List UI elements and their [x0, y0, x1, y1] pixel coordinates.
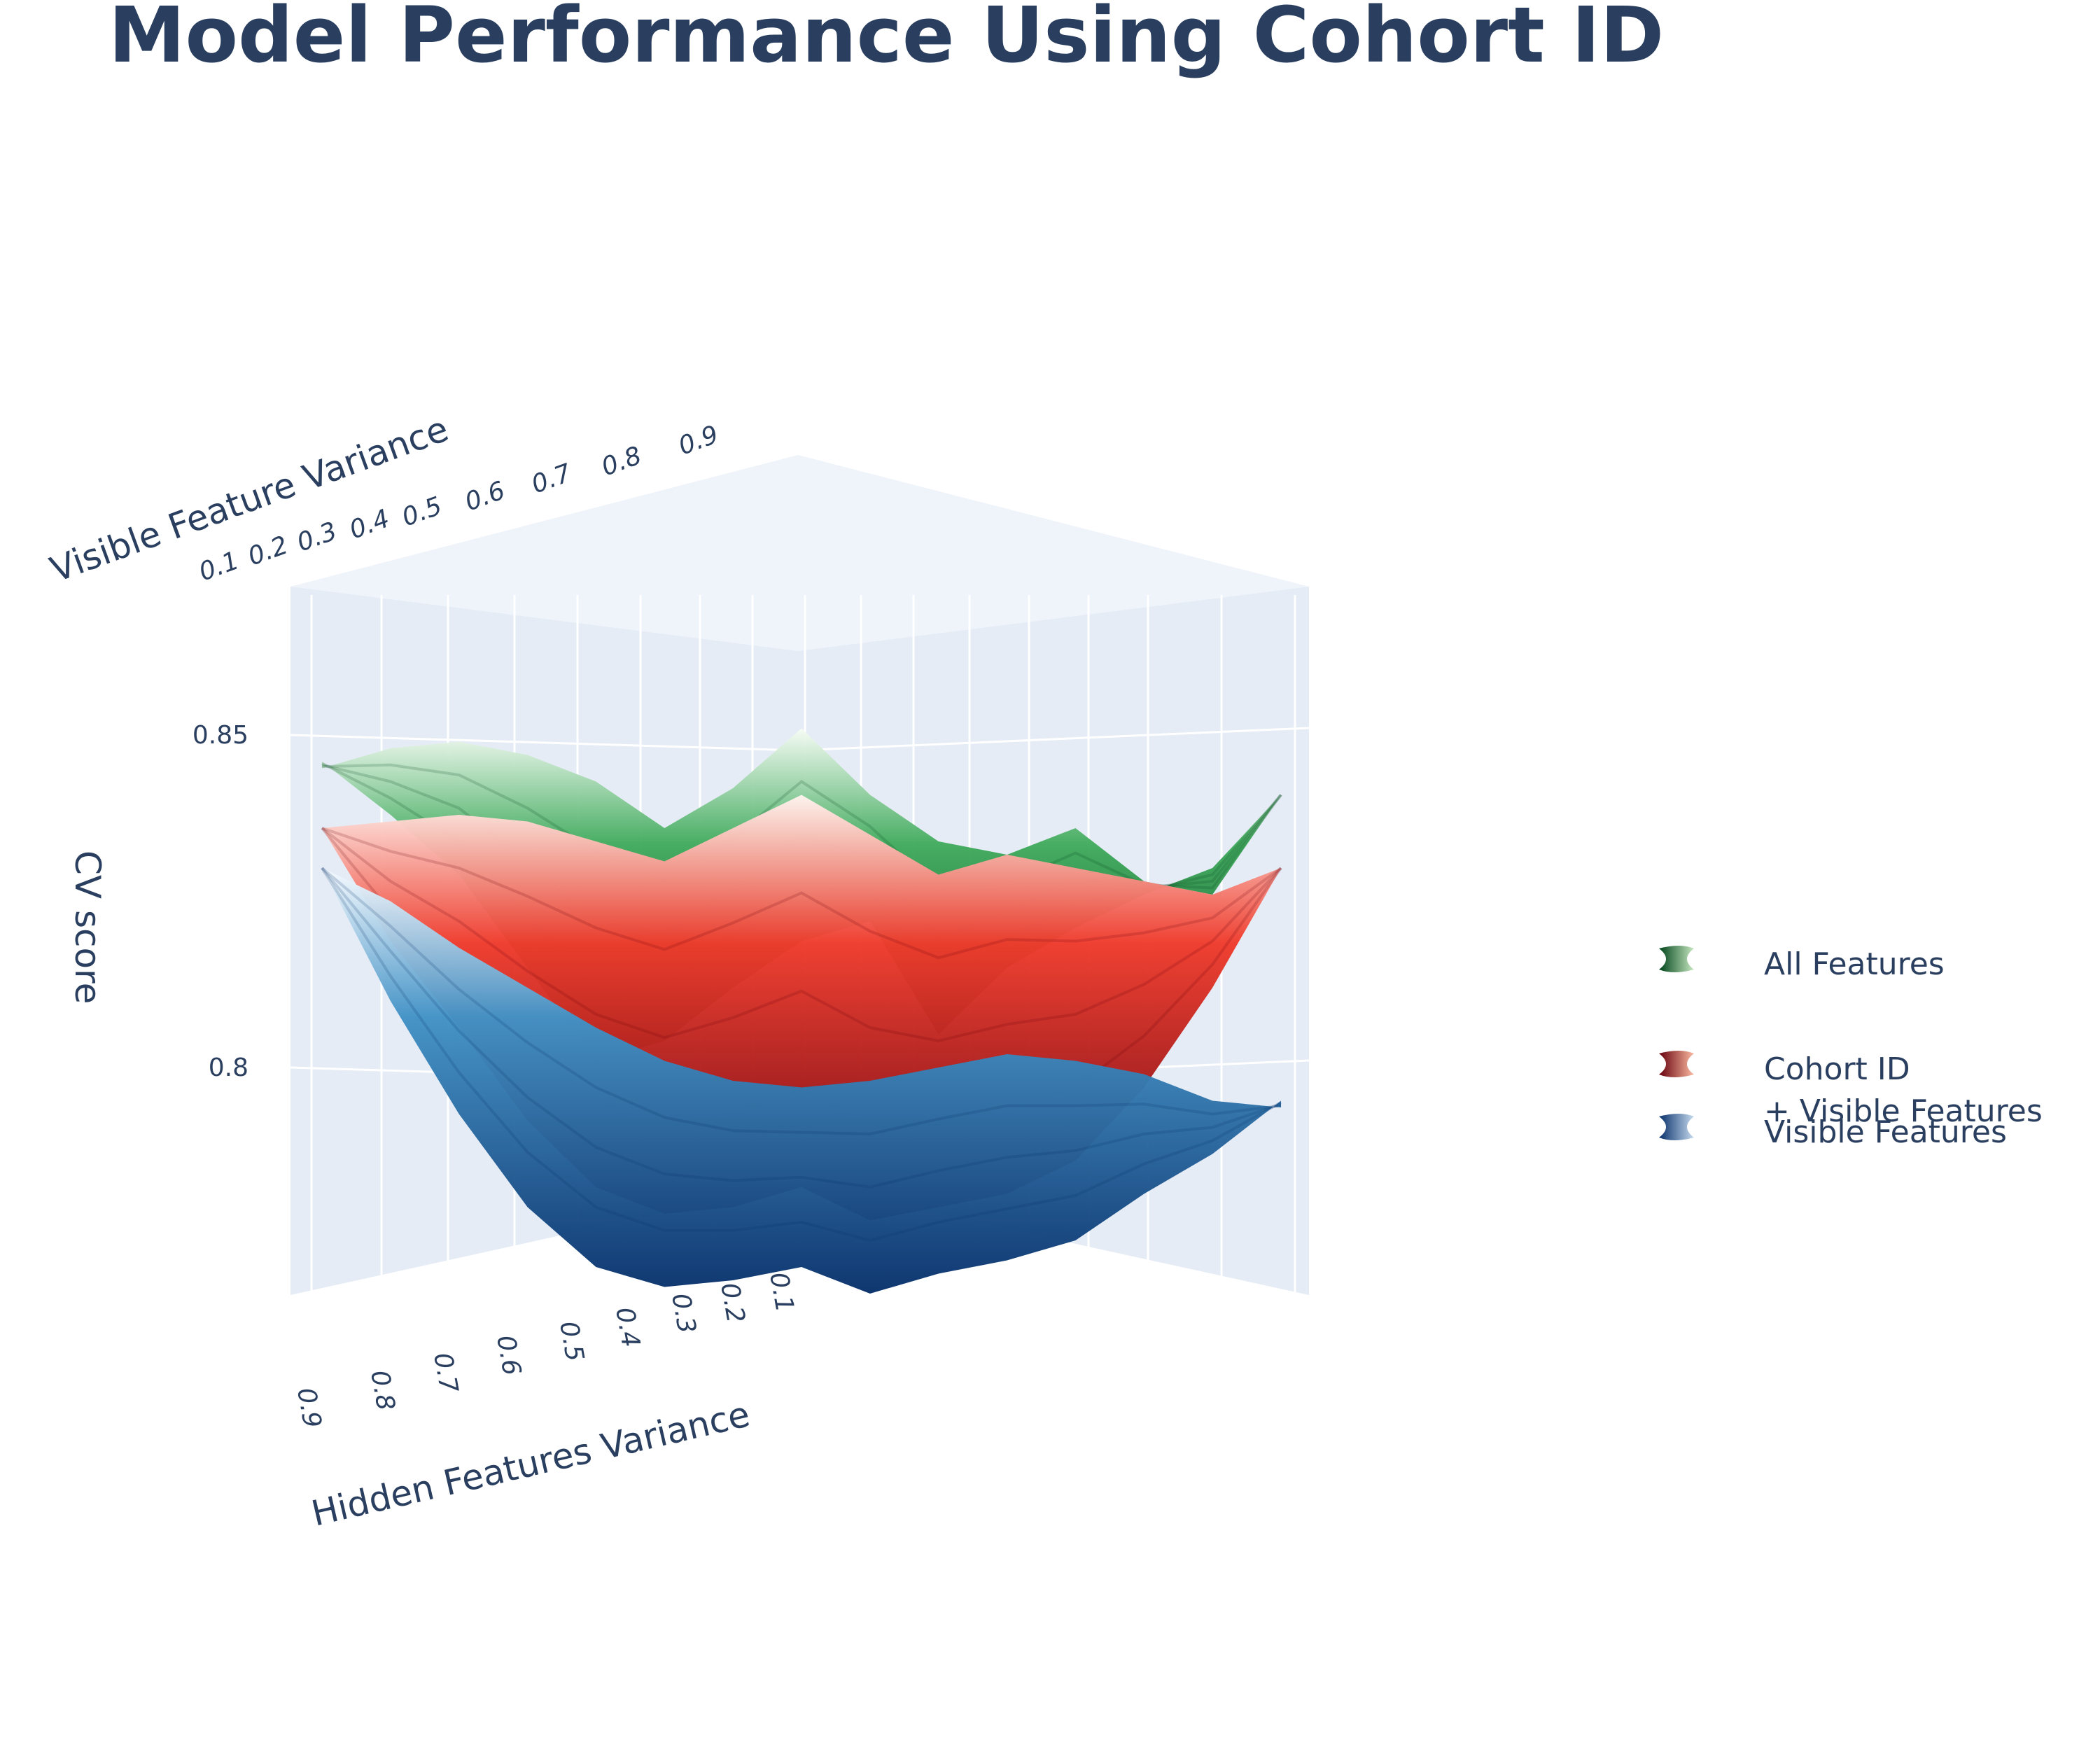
legend-swatch[interactable] — [1659, 1114, 1694, 1140]
y-tick-label: 0.2 — [244, 531, 292, 571]
chart-title: Model Performance Using Cohort ID — [108, 0, 1664, 80]
x-tick-labels: 0.9 0.8 0.7 0.6 0.5 0.4 0.3 0.2 0.1 — [291, 1270, 799, 1430]
y-tick-label: 0.7 — [528, 458, 575, 499]
surface-ridge — [321, 827, 1282, 960]
legend-label-line2[interactable]: + Visible Features — [1764, 1093, 2043, 1129]
x-axis-title: Hidden Features Variance — [308, 1394, 754, 1534]
surface-ridge — [321, 867, 1282, 1136]
x-tick-label: 0.4 — [610, 1305, 645, 1350]
surface-blues — [322, 868, 1281, 1294]
top-face — [290, 455, 1309, 651]
x-tick-label: 0.8 — [365, 1368, 400, 1413]
x-tick-label: 0.9 — [291, 1385, 326, 1430]
legend-label[interactable]: Visible Features — [1764, 1114, 2007, 1150]
z-grid-line — [290, 734, 799, 752]
x-tick-label: 0.2 — [715, 1280, 750, 1325]
scene-3d — [290, 455, 1310, 1295]
legend-label[interactable]: All Features — [1764, 946, 1945, 982]
y-tick-label: 0.1 — [195, 546, 243, 587]
y-tick-label: 0.5 — [398, 491, 446, 532]
z-tick-label: 0.85 — [192, 721, 248, 750]
surface-ridge — [321, 763, 1282, 891]
x-tick-label: 0.3 — [666, 1291, 701, 1336]
legend: All Features Cohort ID + Visible FeaturesV… — [1659, 946, 2043, 1150]
y-tick-label: 0.4 — [346, 504, 393, 545]
surface-ridge — [321, 867, 1282, 1189]
legend-swatch[interactable] — [1659, 1051, 1694, 1077]
y-tick-label: 0.8 — [598, 441, 645, 482]
y-tick-label: 0.9 — [675, 420, 722, 461]
surface-ridge — [321, 867, 1282, 1242]
x-tick-label: 0.1 — [764, 1270, 799, 1315]
z-tick-label: 0.8 — [209, 1054, 248, 1082]
y-tick-label: 0.3 — [293, 517, 341, 557]
surfaces — [321, 728, 1282, 1294]
x-tick-label: 0.7 — [428, 1350, 463, 1395]
x-tick-label: 0.6 — [491, 1333, 526, 1378]
legend-swatch[interactable] — [1659, 946, 1694, 972]
z-grid-line — [797, 727, 1310, 752]
y-tick-label: 0.6 — [461, 476, 509, 517]
legend-label[interactable]: Cohort ID — [1764, 1051, 1910, 1087]
surface-ridge — [321, 827, 1282, 1043]
z-tick-labels: 0.8 0.85 — [192, 721, 248, 1082]
x-tick-label: 0.5 — [554, 1319, 589, 1364]
z-axis-title: CV score — [67, 850, 108, 1004]
